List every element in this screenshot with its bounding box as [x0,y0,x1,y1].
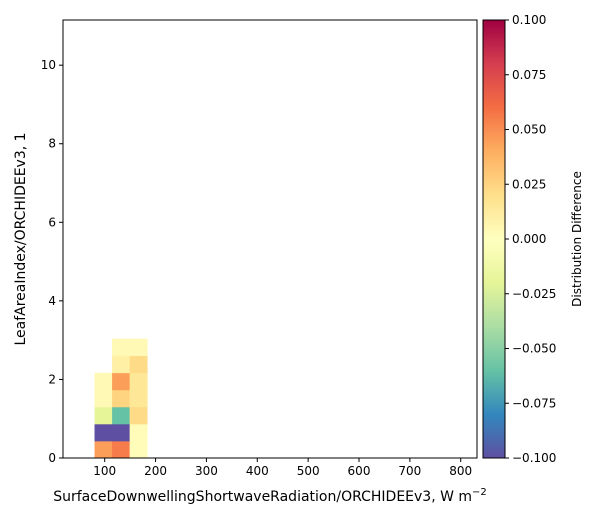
heatmap-cell [112,406,131,425]
heatmap-cell [94,372,113,391]
heatmap-cell [112,372,131,391]
colorbar-ticks: −0.100 −0.075 −0.050 −0.025 0.000 0.025 0.050 0… [505,13,556,465]
x-axis-label-exponent: −2 [472,487,487,498]
heatmap-cell [94,389,113,408]
heatmap-cell [112,423,131,442]
heatmap-cell [94,440,113,459]
y-tick-label: 6 [48,215,56,229]
heatmap-cell [129,423,148,442]
colorbar-tick-label: −0.025 [512,287,556,301]
heatmap-cell [129,372,148,391]
x-tick-label: 100 [93,464,116,478]
x-tick-label: 400 [246,464,269,478]
x-axis-label-text: SurfaceDownwellingShortwaveRadiation/ORC… [53,489,472,505]
x-tick-label: 500 [297,464,320,478]
heatmap-cell [129,338,148,357]
heatmap-cell [94,406,113,425]
colorbar-gradient [483,20,505,458]
heatmap-cell [112,440,131,459]
colorbar-tick-label: 0.000 [512,232,546,246]
plot-frame [62,19,478,459]
heatmap-cell [129,389,148,408]
x-axis-ticks: 100 200 300 400 500 600 700 800 [93,458,472,478]
colorbar-tick-label: 0.100 [512,13,546,27]
x-tick-label: 200 [144,464,167,478]
x-tick-label: 700 [398,464,421,478]
colorbar-tick-label: 0.050 [512,123,546,137]
heatmap-cell [112,338,131,357]
y-axis-label: LeafAreaIndex/ORCHIDEEv3, 1 [13,132,29,345]
colorbar-tick-label: 0.075 [512,68,546,82]
colorbar-tick-label: −0.075 [512,396,556,410]
heatmap-cells [94,338,148,459]
heatmap-cell [112,389,131,408]
colorbar-tick-label: −0.050 [512,342,556,356]
x-axis-label: SurfaceDownwellingShortwaveRadiation/ORC… [53,487,487,505]
y-tick-label: 10 [41,58,56,72]
heatmap-cell [129,440,148,459]
x-tick-label: 800 [449,464,472,478]
y-tick-label: 2 [48,372,56,386]
colorbar-tick-label: −0.100 [512,451,556,465]
colorbar: −0.100 −0.075 −0.050 −0.025 0.000 0.025 0.050 0… [482,13,584,465]
colorbar-tick-label: 0.025 [512,177,546,191]
heatmap-cell [94,423,113,442]
heatmap-cell [129,406,148,425]
colorbar-label: Distribution Difference [570,171,584,307]
y-axis-ticks: 0 2 4 6 8 10 [41,58,63,465]
y-tick-label: 0 [48,451,56,465]
heatmap-cell [129,355,148,374]
y-tick-label: 8 [48,137,56,151]
heatmap-cell [112,355,131,374]
y-tick-label: 4 [48,294,56,308]
plot-area: 100 200 300 400 500 600 700 800 0 2 4 6 8 10 [41,19,478,478]
x-tick-label: 600 [348,464,371,478]
x-tick-label: 300 [195,464,218,478]
